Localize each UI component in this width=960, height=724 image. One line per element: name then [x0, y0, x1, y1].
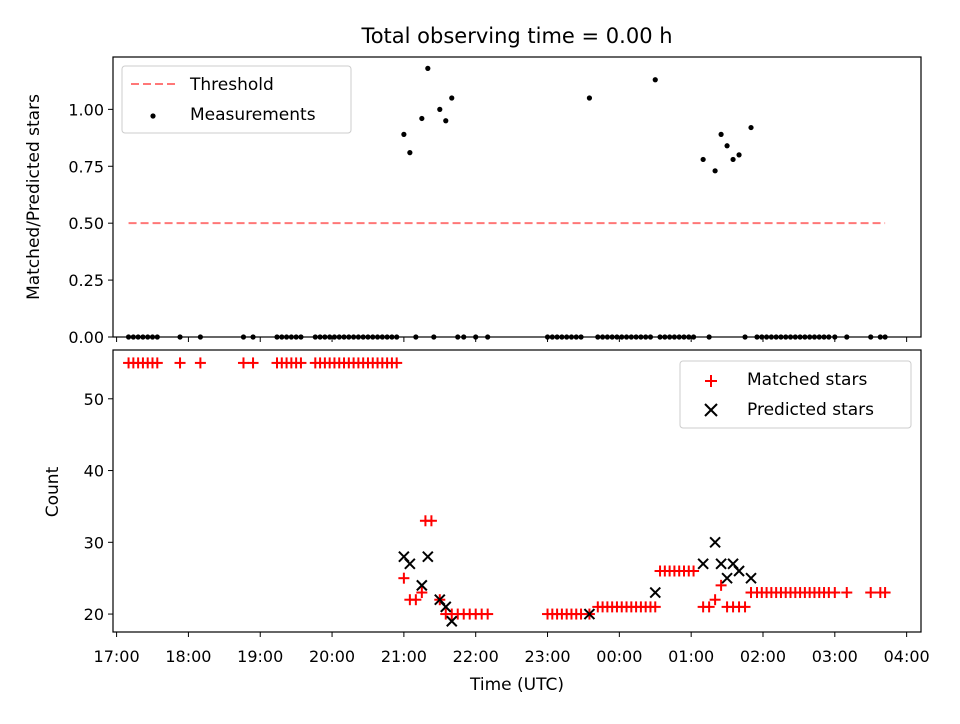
predicted-star-point	[649, 586, 661, 599]
matched-star-point	[237, 357, 249, 369]
predicted-star-point	[404, 558, 416, 570]
count-x-tick-label: 03:00	[812, 647, 858, 666]
matched-star-point	[688, 565, 700, 577]
count-x-tick-label: 17:00	[94, 647, 140, 666]
measurement-point	[748, 124, 754, 131]
count-plot-area	[123, 357, 891, 627]
measurement-point	[712, 168, 718, 174]
figure-title: Total observing time = 0.00 h	[360, 24, 672, 48]
predicted-star-point	[721, 572, 733, 584]
matched-star-point	[174, 357, 186, 369]
count-x-tick-label: 04:00	[884, 647, 930, 666]
matched-star-point	[829, 587, 841, 599]
ratio-y-axis-label: Matched/Predicted stars	[24, 94, 44, 300]
matched-star-point	[865, 587, 877, 599]
count-x-tick-label: 00:00	[596, 647, 642, 666]
predicted-star-point	[583, 608, 596, 620]
matched-star-point	[391, 357, 403, 369]
count-x-axis: 17:00 18:00 19:00 20:00 21:00 22:00 23:00 00:00…	[94, 632, 930, 666]
predicted-star-point	[446, 615, 458, 627]
measurement-point	[736, 152, 742, 158]
matched-star-point	[416, 587, 428, 599]
x-axis-label: Time (UTC)	[469, 675, 564, 695]
matched-star-point	[715, 579, 727, 591]
matched-star-point	[410, 594, 422, 606]
measurement-point	[443, 118, 449, 124]
ratio-y-tick-label: 1.00	[68, 100, 104, 119]
measurement-point	[730, 156, 736, 163]
count-y-tick-label: 50	[84, 390, 104, 409]
predicted-legend-label: Predicted stars	[747, 400, 874, 420]
ratio-y-tick-label: 0.75	[68, 157, 104, 176]
ratio-y-tick-label: 0.50	[68, 214, 104, 233]
count-x-tick-label: 01:00	[668, 647, 714, 666]
count-y-axis: 20 30 40 50	[84, 390, 113, 624]
ratio-y-tick-label: 0.25	[68, 271, 104, 290]
predicted-star-point	[440, 601, 452, 613]
predicted-star-point	[745, 572, 757, 584]
measurement-point	[724, 143, 730, 149]
measurements-legend-label: Measurements	[190, 105, 316, 125]
count-y-axis-label: Count	[43, 466, 63, 517]
count-legend: Matched stars Predicted stars	[679, 360, 912, 429]
measurement-point	[407, 150, 413, 156]
matched-star-point	[841, 587, 853, 599]
matched-star-point	[709, 594, 721, 606]
measurement-point	[425, 65, 431, 71]
matched-star-point	[482, 608, 494, 620]
count-x-tick-label: 02:00	[740, 647, 786, 666]
matched-legend-swatch	[705, 375, 717, 387]
measurement-point	[419, 115, 425, 122]
predicted-star-point	[715, 558, 727, 570]
predicted-star-point	[733, 565, 745, 577]
matched-star-point	[425, 515, 437, 527]
ratio-x-ticks	[116, 337, 908, 342]
measurement-point	[718, 131, 724, 137]
count-x-tick-label: 18:00	[165, 647, 211, 666]
matched-star-point	[295, 357, 307, 369]
count-y-tick-label: 40	[84, 462, 104, 481]
predicted-star-point	[416, 579, 428, 592]
ratio-panel: 0.00 0.25 0.50 0.75 1.00 Matched/Predicted s…	[24, 56, 922, 347]
measurement-point	[401, 131, 407, 137]
predicted-star-point	[709, 536, 721, 549]
matched-star-point	[398, 572, 410, 584]
matched-star-point	[247, 357, 259, 369]
matched-star-point	[649, 601, 661, 613]
measurement-point	[449, 95, 455, 101]
count-x-tick-label: 21:00	[381, 647, 427, 666]
predicted-legend-swatch	[704, 403, 718, 417]
measurement-point	[586, 95, 593, 101]
count-x-tick-label: 23:00	[524, 647, 570, 666]
measurement-point	[700, 156, 706, 163]
matched-star-point	[879, 587, 891, 599]
count-y-tick-label: 30	[84, 533, 104, 552]
predicted-star-point	[422, 550, 434, 563]
count-panel-frame	[112, 349, 922, 633]
ratio-legend: Threshold Measurements	[121, 65, 352, 134]
count-x-tick-label: 22:00	[453, 647, 499, 666]
measurements-legend-swatch	[150, 113, 156, 119]
count-x-tick-label: 19:00	[237, 647, 283, 666]
ratio-y-tick-label: 0.00	[68, 328, 104, 347]
threshold-legend-label: Threshold	[189, 75, 274, 95]
matched-star-point	[739, 601, 751, 613]
matched-legend-label: Matched stars	[747, 370, 867, 390]
count-panel: 20 30 40 50 17:00 18:00 19:00 20:00 21:00 22:00 2…	[43, 349, 930, 695]
measurement-point	[437, 106, 443, 112]
count-x-tick-label: 20:00	[309, 647, 355, 666]
ratio-panel-frame	[112, 56, 922, 338]
matched-star-point	[703, 601, 715, 613]
count-y-tick-label: 20	[84, 605, 104, 624]
measurement-point	[652, 77, 658, 83]
matched-star-point	[194, 357, 206, 369]
matched-star-point	[151, 357, 163, 369]
ratio-y-axis: 0.00 0.25 0.50 0.75 1.00	[68, 100, 113, 347]
count-legend-box	[679, 360, 912, 429]
ratio-legend-box	[121, 65, 352, 134]
predicted-star-point	[697, 558, 709, 570]
